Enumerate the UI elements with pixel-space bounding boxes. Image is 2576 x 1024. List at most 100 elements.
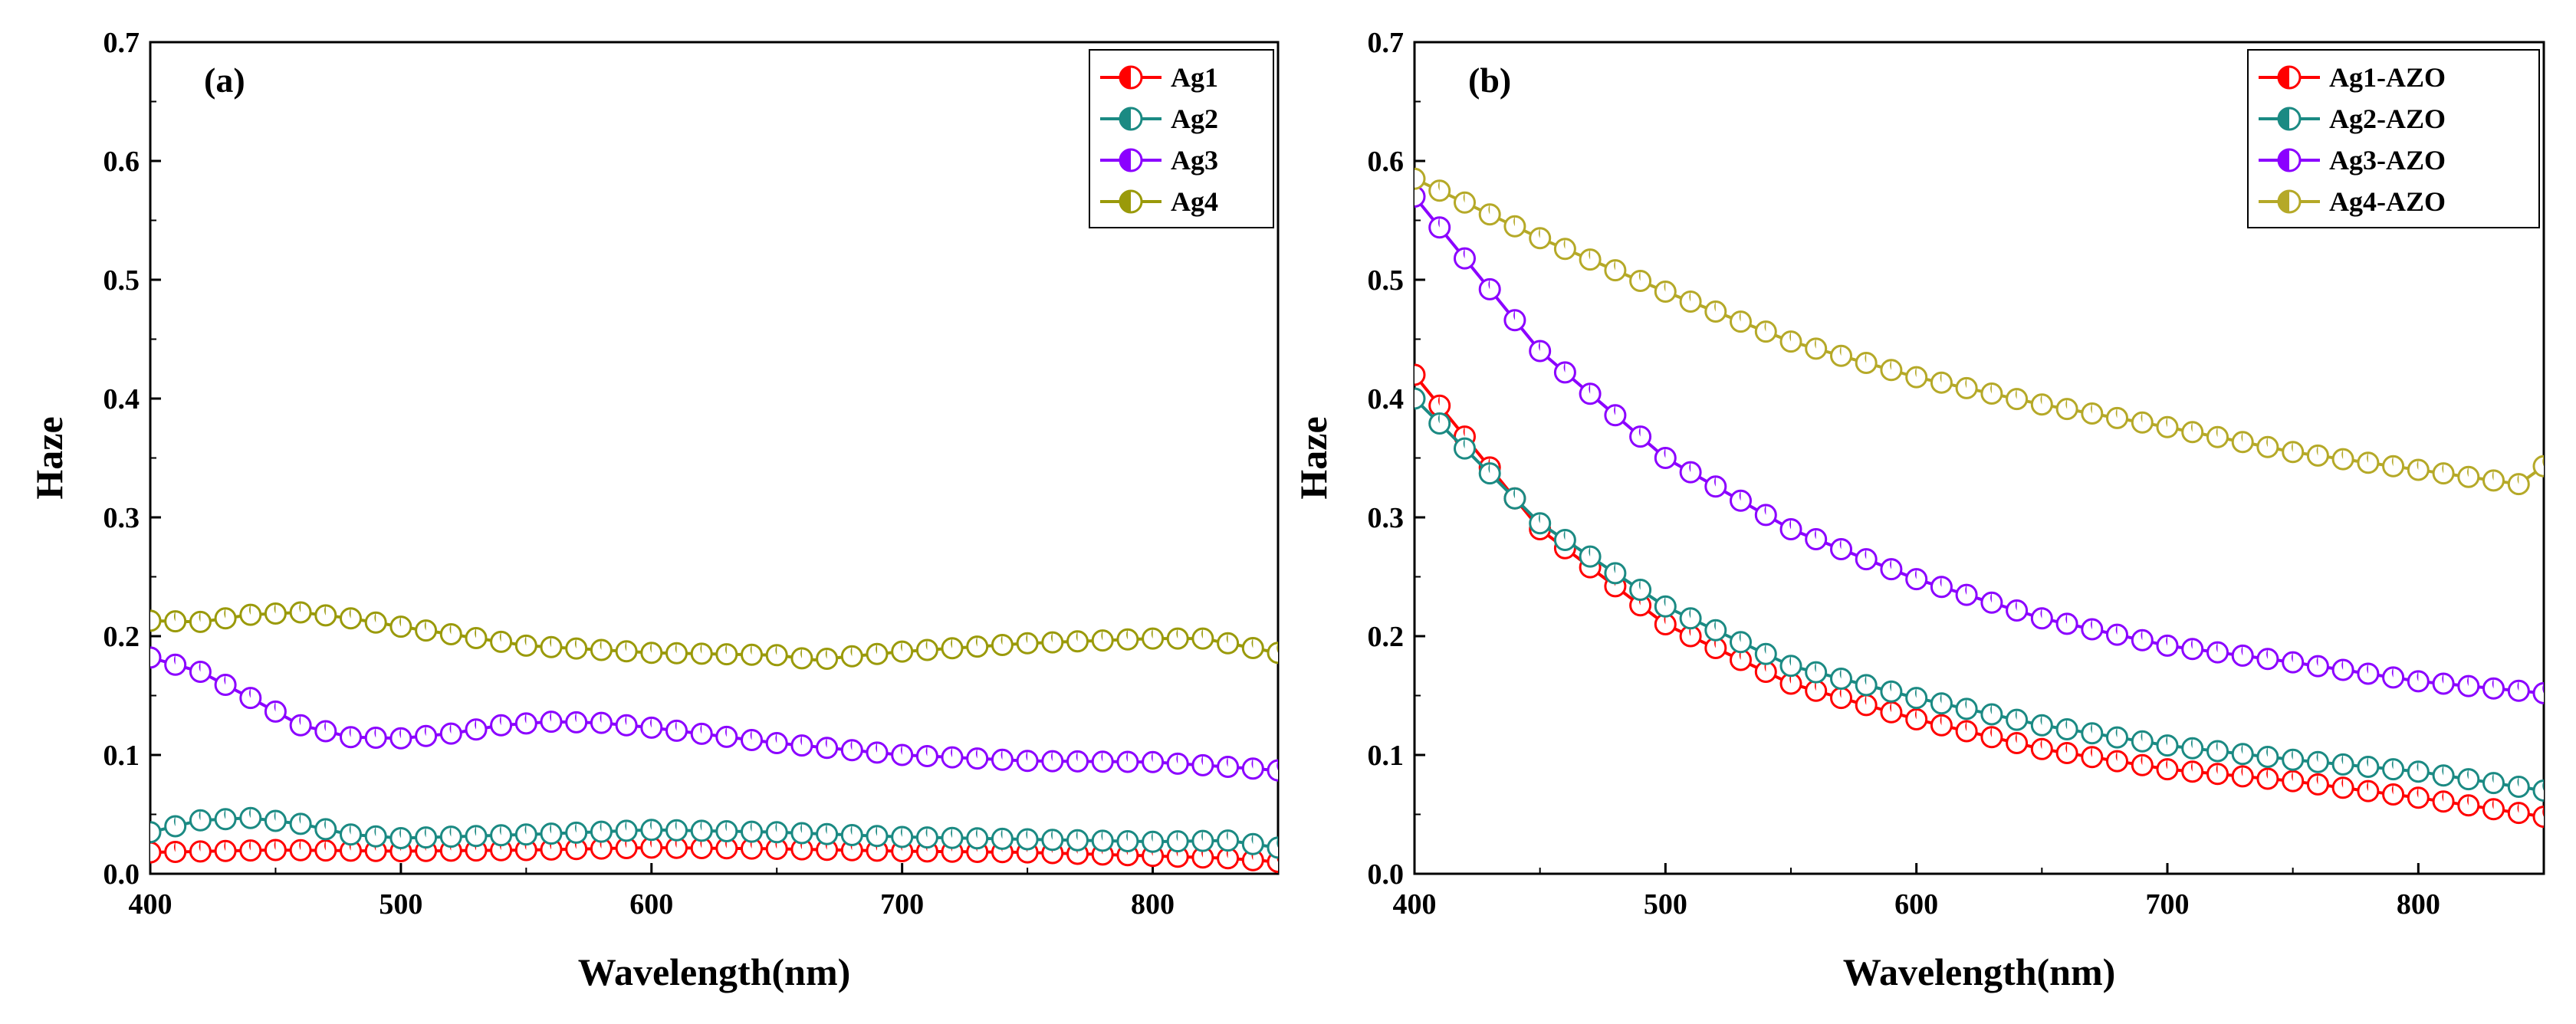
data-point	[2331, 658, 2354, 681]
data-point	[1454, 247, 1476, 270]
data-point	[2432, 790, 2455, 813]
data-point	[1478, 462, 1501, 485]
data-point	[816, 648, 839, 670]
legend: Ag1 Ag2 Ag3 Ag4	[1089, 49, 1274, 228]
data-point	[1041, 750, 1064, 773]
data-point	[565, 711, 588, 734]
data-point	[289, 714, 312, 737]
x-tick-label: 500	[379, 888, 422, 921]
data-point	[2457, 674, 2480, 697]
legend-item: Ag2	[1100, 103, 1218, 134]
data-point	[615, 640, 638, 663]
data-point	[2532, 681, 2544, 704]
data-point	[415, 724, 438, 747]
data-point	[239, 687, 262, 710]
data-point	[1980, 591, 2003, 614]
series-Ag2-AZO	[1414, 387, 2544, 802]
data-point	[1428, 216, 1451, 239]
data-point	[490, 824, 513, 847]
data-point	[1414, 363, 1426, 386]
series-Ag3-AZO	[1414, 185, 2544, 704]
data-point	[966, 747, 989, 770]
data-point	[1503, 487, 1526, 510]
data-point	[239, 839, 262, 862]
data-point	[2131, 629, 2154, 651]
x-tick-label: 600	[1894, 888, 1938, 921]
data-point	[389, 727, 412, 750]
data-point	[264, 602, 287, 625]
data-point	[866, 825, 889, 848]
data-point	[915, 638, 938, 661]
data-point	[1955, 697, 1978, 720]
series-line	[150, 816, 1278, 849]
data-point	[364, 727, 387, 749]
data-point	[2206, 740, 2229, 763]
data-point	[866, 741, 889, 764]
data-point	[1604, 404, 1627, 427]
data-point	[150, 841, 162, 864]
data-point	[840, 645, 863, 668]
legend-label: Ag3	[1171, 145, 1218, 176]
data-point	[1905, 366, 1928, 389]
data-point	[2055, 742, 2078, 764]
data-point	[2055, 612, 2078, 635]
data-point	[2331, 753, 2354, 776]
data-point	[1704, 475, 1727, 498]
series-line	[1414, 397, 2544, 793]
x-tick-label: 500	[1644, 888, 1687, 921]
data-point	[1855, 548, 1878, 571]
data-point	[415, 619, 438, 642]
data-point	[2507, 776, 2530, 798]
data-point	[2432, 672, 2455, 695]
data-point	[991, 748, 1014, 771]
y-tick-label: 0.5	[1368, 264, 1405, 297]
data-point	[2306, 444, 2329, 467]
data-point	[2231, 644, 2254, 667]
data-point	[2106, 726, 2128, 749]
legend-marker	[1119, 148, 1143, 172]
data-point	[2231, 743, 2254, 766]
data-point	[2482, 798, 2505, 821]
data-point	[1704, 619, 1727, 642]
x-tick-label: 600	[629, 888, 673, 921]
data-point	[1629, 579, 1652, 601]
data-point	[590, 638, 613, 661]
series-line	[1414, 195, 2544, 695]
data-point	[1930, 692, 1953, 715]
data-point	[1805, 337, 1828, 360]
data-point	[1016, 750, 1039, 773]
data-point	[915, 745, 938, 767]
legend-label: Ag4-AZO	[2329, 186, 2446, 217]
series-line	[150, 845, 1278, 864]
data-point	[690, 722, 713, 745]
data-point	[2282, 651, 2305, 674]
data-point	[1267, 759, 1278, 782]
data-point	[1142, 627, 1165, 650]
y-tick-label: 0.2	[104, 621, 140, 653]
data-point	[439, 623, 462, 645]
data-point	[665, 819, 688, 842]
data-point	[1855, 694, 1878, 717]
data-point	[189, 809, 212, 832]
series-Ag4	[150, 601, 1278, 670]
data-point	[1579, 248, 1602, 271]
data-point	[1116, 750, 1139, 773]
data-point	[790, 734, 813, 757]
data-point	[2407, 760, 2430, 783]
data-point	[439, 825, 462, 848]
data-point	[715, 643, 738, 666]
data-point	[389, 827, 412, 849]
data-point	[1679, 607, 1702, 630]
data-point	[1016, 632, 1039, 655]
data-point	[1905, 708, 1928, 730]
y-axis-title: Haze	[1292, 416, 1335, 499]
data-point	[966, 827, 989, 850]
data-point	[941, 826, 964, 849]
data-point	[2282, 748, 2305, 771]
data-point	[2357, 662, 2380, 685]
data-point	[1217, 632, 1240, 655]
data-point	[214, 839, 237, 862]
data-point	[340, 726, 362, 749]
data-point	[765, 644, 788, 667]
